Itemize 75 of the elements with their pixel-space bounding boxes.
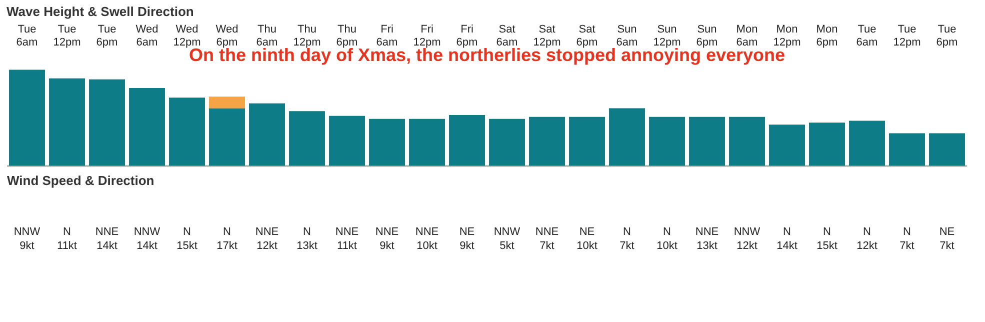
bar [689, 116, 725, 166]
x-tick-label: Wed 12pm [173, 24, 201, 48]
text: NNE 10kt [415, 226, 439, 252]
x-tick-label: Sun 6pm [696, 24, 718, 48]
text: NNW 14kt [134, 226, 160, 252]
bar [489, 118, 525, 166]
bar [849, 120, 885, 166]
bar [809, 122, 845, 166]
x-tick-label: Mon 6am [736, 24, 758, 48]
text: NNW 12kt [734, 226, 760, 252]
x-tick-label: Thu 6am [256, 24, 278, 48]
x-tick-label: Tue 6pm [936, 24, 958, 48]
x-tick-label: Mon 12pm [773, 24, 801, 48]
bar [769, 124, 805, 166]
text: N 12kt [856, 226, 878, 252]
bar [49, 78, 85, 166]
bar [129, 88, 165, 166]
bar [609, 108, 645, 166]
x-tick-label: Sat 12pm [533, 24, 561, 48]
x-tick-label: Fri 6am [376, 24, 398, 48]
bar [289, 111, 325, 166]
text: N 13kt [296, 226, 318, 252]
x-tick-label: Tue 12pm [893, 24, 921, 48]
bar [209, 96, 245, 108]
x-tick-label: Sun 6am [616, 24, 638, 48]
bar [889, 133, 925, 166]
bar [249, 103, 285, 166]
text: N 11kt [57, 226, 77, 252]
bar [409, 118, 445, 166]
x-tick-label: Fri 6pm [456, 24, 478, 48]
text: NNE 9kt [375, 226, 399, 252]
x-tick-label: Sat 6am [496, 24, 518, 48]
x-tick-label: Wed 6am [136, 24, 158, 48]
x-tick-label: Mon 6pm [816, 24, 838, 48]
text: NNE 13kt [695, 226, 719, 252]
bar [9, 70, 45, 166]
x-tick-label: Sat 6pm [576, 24, 598, 48]
x-tick-label: Tue 6pm [96, 24, 118, 48]
text: NNE 11kt [335, 226, 359, 252]
bar [89, 79, 125, 166]
bar [529, 116, 565, 166]
x-tick-label: Tue 6am [16, 24, 38, 48]
x-tick-label: Sun 12pm [653, 24, 681, 48]
text: N 14kt [776, 226, 798, 252]
bar [369, 118, 405, 166]
bar [569, 116, 605, 166]
text: N 10kt [656, 226, 678, 252]
text: N 15kt [816, 226, 838, 252]
x-tick-label: Thu 12pm [293, 24, 321, 48]
text: NNW 5kt [494, 226, 520, 252]
text: Wind Speed & Direction [7, 173, 154, 188]
text: NNE 14kt [95, 226, 119, 252]
bar [649, 116, 685, 166]
text: N 17kt [216, 226, 238, 252]
text: NE 7kt [939, 226, 955, 252]
text: NE 9kt [459, 226, 475, 252]
text: N 15kt [176, 226, 198, 252]
text: N 7kt [620, 226, 634, 252]
x-tick-label: Wed 6pm [216, 24, 238, 48]
text: NNE 12kt [255, 226, 279, 252]
text: NE 10kt [576, 226, 598, 252]
bar [169, 98, 205, 166]
x-tick-label: Thu 6pm [336, 24, 358, 48]
bar [209, 108, 245, 166]
bar [329, 116, 365, 166]
bar [729, 116, 765, 166]
x-tick-label: Fri 12pm [413, 24, 441, 48]
x-tick-label: Tue 12pm [53, 24, 81, 48]
bar [449, 114, 485, 166]
text: NNE 7kt [535, 226, 559, 252]
x-tick-label: Tue 6am [856, 24, 878, 48]
text: NNW 9kt [14, 226, 40, 252]
bar [929, 133, 965, 166]
text: N 7kt [900, 226, 914, 252]
chart-title: Wave Height & Swell Direction [6, 4, 194, 19]
